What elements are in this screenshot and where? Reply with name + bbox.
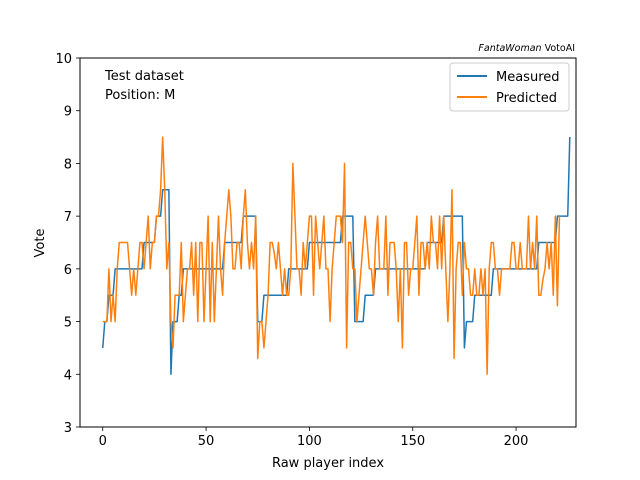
legend-label-predicted: Predicted — [496, 91, 557, 106]
y-tick-label: 9 — [64, 105, 72, 120]
x-axis-label: Raw player index — [272, 456, 384, 471]
y-tick-label: 7 — [64, 210, 72, 225]
y-tick-label: 8 — [64, 157, 72, 172]
y-axis-label: Vote — [33, 229, 48, 258]
x-tick-label: 200 — [504, 434, 529, 449]
annotation-dataset: Test dataset — [104, 69, 184, 84]
y-tick-label: 5 — [64, 316, 72, 331]
y-tick-label: 4 — [64, 368, 72, 383]
x-tick-label: 50 — [198, 434, 215, 449]
legend: Measured Predicted — [449, 62, 570, 112]
y-axis-ticks: 3 4 5 6 7 8 9 10 — [55, 52, 80, 436]
x-tick-label: 150 — [400, 434, 425, 449]
y-tick-label: 3 — [64, 421, 72, 436]
y-tick-label: 6 — [64, 263, 72, 278]
legend-label-measured: Measured — [496, 70, 560, 85]
series-line-predicted — [102, 136, 561, 376]
series-layer — [101, 136, 571, 376]
credit-text: FantaWoman VotoAI — [478, 43, 575, 54]
annotation-position: Position: M — [105, 88, 175, 103]
credit-plain: VotoAI — [542, 43, 575, 54]
credit-italic: FantaWoman — [478, 43, 541, 54]
plot-area-frame — [79, 57, 577, 428]
x-tick-label: 0 — [99, 434, 107, 449]
x-tick-label: 100 — [297, 434, 322, 449]
y-tick-label: 10 — [55, 52, 72, 67]
series-line-measured — [101, 137, 571, 376]
x-axis-ticks: 0 50 100 150 200 — [99, 427, 529, 449]
